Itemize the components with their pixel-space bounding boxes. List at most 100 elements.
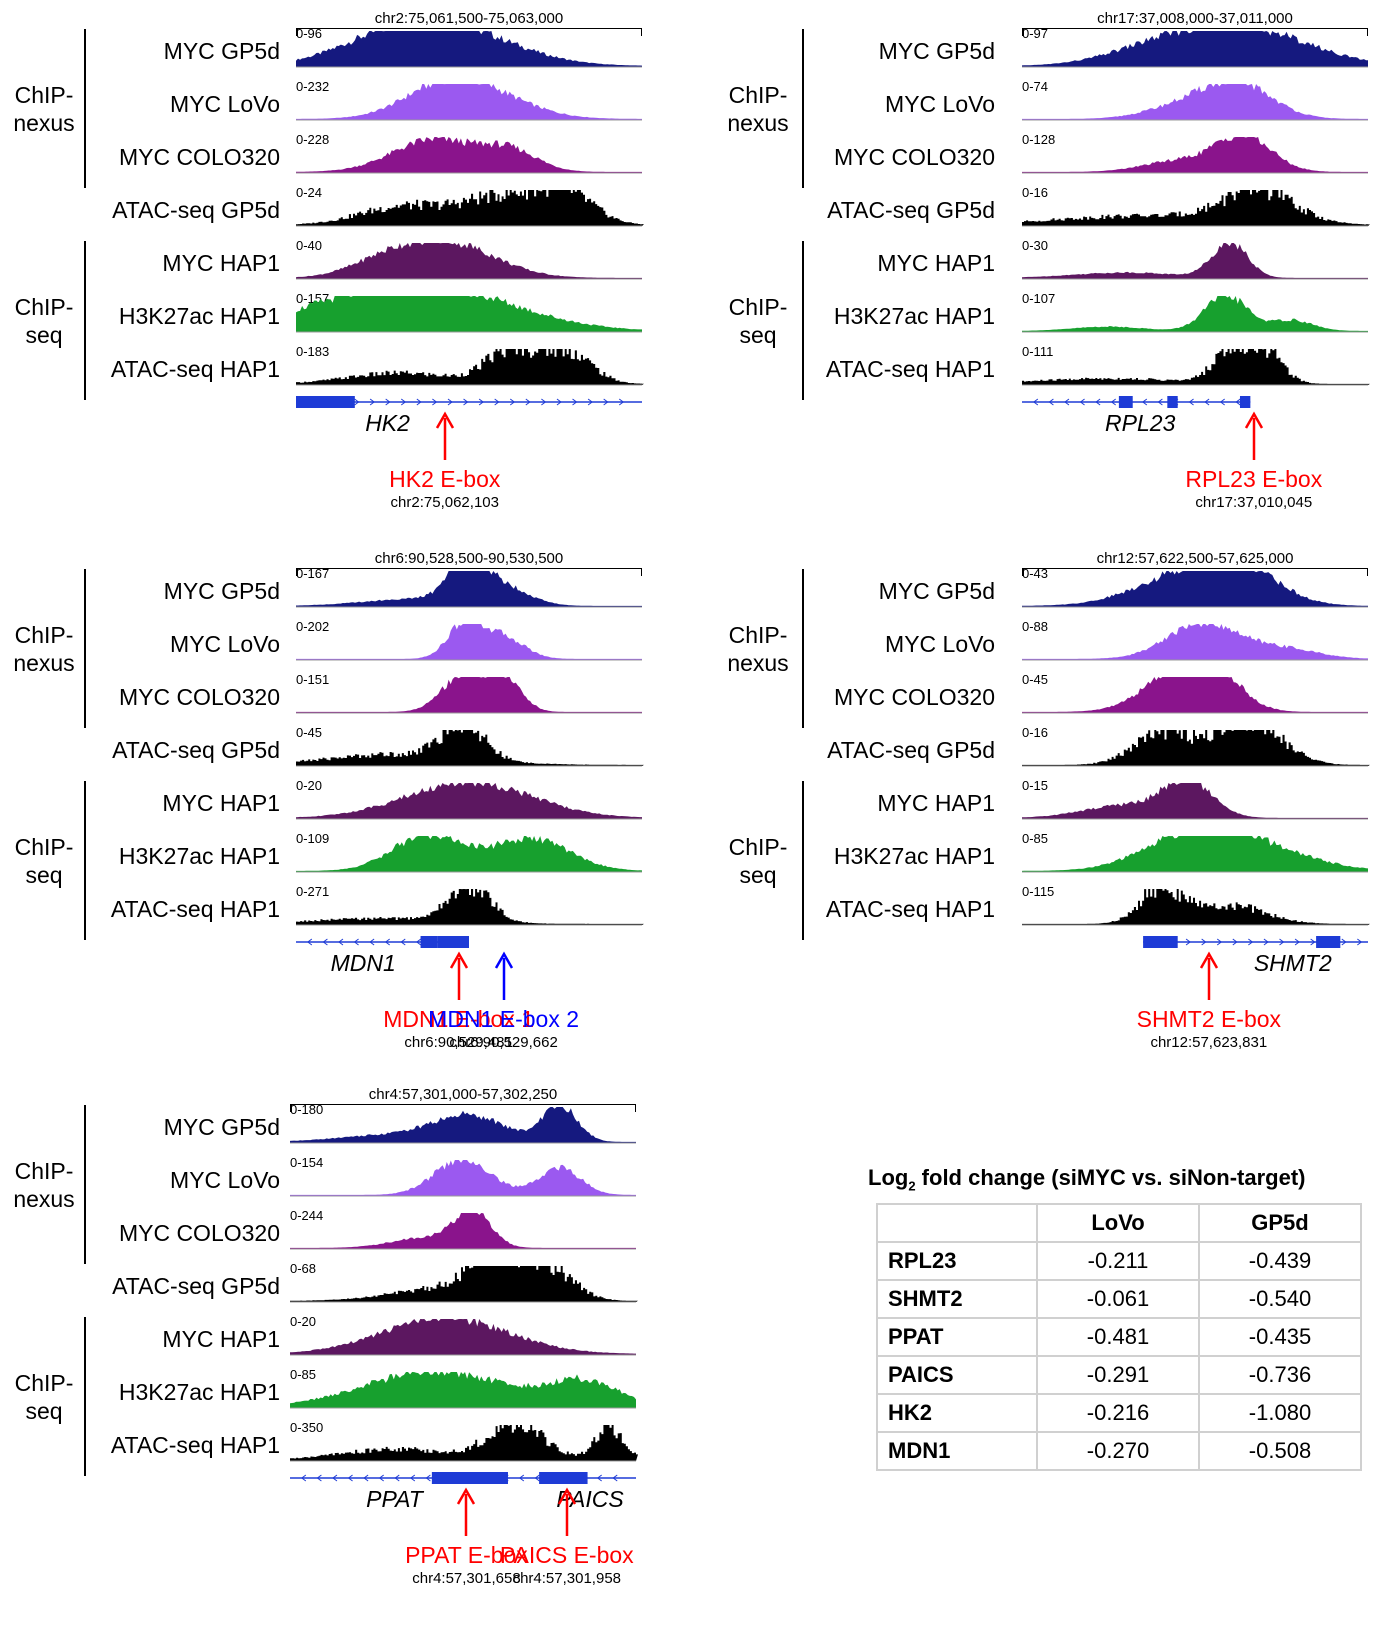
signal-area: [290, 1213, 636, 1249]
signal-area: [296, 243, 642, 279]
gene-exon: [420, 936, 438, 948]
table-cell-gene: PPAT: [876, 1317, 1038, 1357]
signal-track: [1022, 677, 1368, 714]
table-title-sub: 2: [908, 1178, 916, 1194]
ebox-label: MDN1 E-box 1: [383, 1006, 535, 1032]
gene-name: RPL23: [1105, 410, 1176, 436]
ebox-arrow: [457, 1487, 476, 1536]
ebox-arrow-shape: [1244, 411, 1263, 460]
track-range: 0-350: [290, 1420, 324, 1435]
track-label: H3K27ac HAP1: [833, 843, 995, 869]
table-cell-gp5d: -0.540: [1198, 1279, 1362, 1319]
strand-chevron: [416, 398, 422, 406]
strand-chevron: [415, 938, 422, 946]
ebox-label: MDN1 E-box 2: [428, 1006, 579, 1032]
signal-track: [1022, 889, 1370, 926]
table-cell-gp5d: -0.736: [1198, 1355, 1362, 1395]
strand-chevron: [347, 1474, 353, 1482]
ebox-coordinate: chr17:37,010,045: [1195, 494, 1313, 511]
ebox-label: PAICS E-box: [499, 1542, 634, 1568]
strand-chevron: [425, 1474, 431, 1482]
ebox-coordinate: chr6:90,529,662: [449, 1034, 558, 1051]
track-label: H3K27ac HAP1: [118, 303, 280, 329]
strand-chevron: [1095, 398, 1101, 406]
signal-track: [296, 296, 642, 333]
ebox-arrow: [557, 1487, 576, 1536]
track-range: 0-85: [1022, 831, 1049, 846]
panel-hk2: chr2:75,061,500-75,063,000 ChIP- nexus ChI…: [0, 0, 1384, 540]
gene-exon: [437, 936, 469, 948]
table-header-gp5d: GP5d: [1198, 1203, 1362, 1243]
track-label: MYC HAP1: [877, 790, 995, 816]
strand-chevron: [556, 398, 562, 406]
group-bracket: [84, 241, 86, 400]
strand-chevron: [338, 938, 344, 946]
strand-chevron: [1188, 398, 1194, 406]
ebox-arrow-shape: [494, 951, 513, 1000]
ebox-arrow-shape: [457, 1487, 476, 1536]
track-range: 0-74: [1022, 79, 1049, 94]
strand-chevron: [1110, 398, 1116, 406]
track-range: 0-85: [290, 1367, 317, 1382]
table-cell-gene: SHMT2: [876, 1279, 1038, 1319]
table-cell-lovo: -0.291: [1036, 1355, 1200, 1395]
strand-chevron: [369, 398, 375, 406]
strand-chevron: [378, 1474, 384, 1482]
ebox-label: RPL23 E-box: [1185, 466, 1323, 492]
track-range: 0-271: [296, 884, 330, 899]
strand-chevron: [1216, 938, 1223, 946]
track-range: 0-20: [296, 778, 323, 793]
group-bracket: [84, 1105, 86, 1264]
group-bracket: [84, 29, 86, 188]
gene-model: [1022, 396, 1251, 408]
region-scale-bar: [296, 28, 642, 43]
strand-chevron: [541, 398, 547, 406]
table-title-log: Log: [868, 1165, 909, 1190]
track-range: 0-244: [290, 1208, 324, 1223]
signal-area: [296, 730, 644, 766]
panel-mdn1: chr6:90,528,500-90,530,500 ChIP- nexus ChI…: [0, 540, 1384, 1080]
strand-chevron: [385, 398, 391, 406]
strand-chevron: [478, 398, 484, 406]
strand-chevron: [369, 938, 375, 946]
strand-chevron: [1310, 938, 1316, 946]
strand-chevron: [432, 398, 438, 406]
signal-track: [1022, 243, 1368, 280]
strand-chevron: [322, 938, 328, 946]
strand-chevron: [1235, 398, 1241, 406]
gene-model: [290, 1472, 636, 1484]
table-cell-gene: MDN1: [876, 1431, 1038, 1471]
signal-track: [1022, 31, 1368, 68]
signal-area: [296, 137, 642, 173]
signal-track: [290, 1266, 638, 1303]
signal-track: [290, 1372, 636, 1409]
signal-area: [296, 190, 644, 226]
strand-chevron: [1204, 398, 1210, 406]
track-range: 0-97: [1022, 26, 1049, 41]
track-range: 0-24: [296, 185, 323, 200]
strand-chevron: [1064, 398, 1070, 406]
signal-track: [1022, 836, 1368, 873]
track-range: 0-167: [296, 566, 330, 581]
track-range: 0-16: [1022, 725, 1049, 740]
gene-name: PPAT: [366, 1486, 423, 1512]
signal-track: [296, 836, 642, 873]
signal-track: [290, 1107, 636, 1144]
track-label: MYC LoVo: [885, 91, 995, 117]
track-range: 0-20: [290, 1314, 317, 1329]
signal-area: [296, 571, 642, 607]
track-label: ATAC-seq HAP1: [110, 896, 280, 922]
fold-change-table: LoVo GP5d RPL23 -0.211 -0.439 SHMT2 -0.061-…: [876, 1203, 1362, 1471]
group-label-chip-nexus: ChIP- nexus: [13, 1157, 75, 1212]
strand-chevron: [354, 398, 360, 406]
group-label-chip-nexus: ChIP- nexus: [727, 621, 789, 676]
strand-chevron: [1185, 938, 1191, 946]
gene-model: [296, 396, 642, 408]
track-range: 0-111: [1022, 344, 1054, 359]
ebox-arrow-shape: [435, 411, 454, 460]
signal-area: [1022, 243, 1368, 279]
panel-rpl23: chr17:37,008,000-37,011,000 ChIP- nexus Ch…: [0, 0, 1384, 540]
group-bracket: [84, 569, 86, 728]
table-header-blank: [876, 1203, 1038, 1243]
strand-chevron: [1341, 938, 1347, 946]
